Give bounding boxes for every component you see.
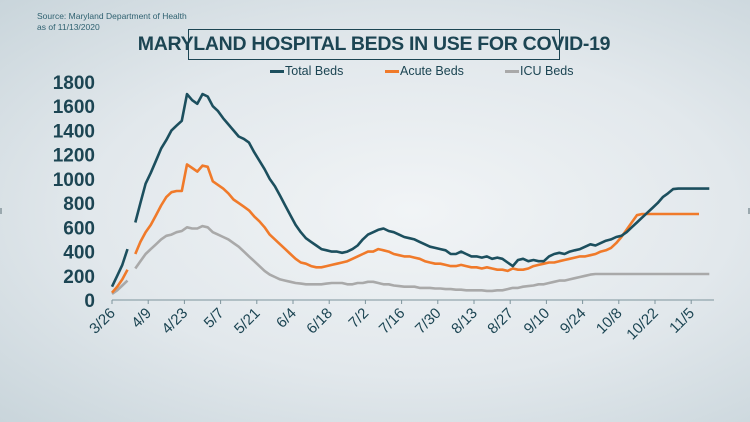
series-line-total-beds (110, 248, 129, 288)
x-tick-label: 6/4 (273, 305, 300, 332)
series-line-acute-beds (134, 163, 699, 273)
x-tick-label: 5/21 (231, 305, 264, 338)
legend-label-total: Total Beds (285, 64, 344, 78)
y-tick-label: 1000 (53, 170, 95, 191)
as-of-date: as of 11/13/2020 (37, 22, 100, 32)
legend-item-icu: ICU Beds (505, 64, 574, 78)
legend-swatch-acute (385, 69, 399, 73)
x-tick-label: 10/22 (623, 305, 662, 344)
legend-item-acute: Acute Beds (385, 64, 464, 78)
y-tick-label: 200 (63, 267, 95, 288)
x-tick-label: 4/23 (159, 305, 192, 338)
x-tick-label: 8/13 (448, 305, 481, 338)
x-tick-label: 10/8 (593, 305, 626, 338)
right-edge-marker (748, 208, 750, 214)
y-tick-label: 400 (63, 243, 95, 264)
series-line-total-beds (134, 92, 710, 268)
source-line: Source: Maryland Department of Health (37, 11, 187, 21)
x-tick-label: 4/9 (128, 305, 155, 332)
x-tick-label: 11/5 (666, 305, 698, 337)
legend-label-icu: ICU Beds (520, 64, 574, 78)
x-tick-label: 9/24 (557, 305, 590, 338)
legend-swatch-icu (505, 69, 519, 73)
series-line-acute-beds (111, 269, 129, 294)
y-tick-label: 1200 (53, 146, 95, 167)
left-edge-marker (0, 208, 2, 214)
y-tick-label: 1800 (53, 73, 95, 94)
x-tick-label: 7/2 (345, 305, 372, 332)
x-tick-label: 6/18 (303, 305, 336, 338)
y-tick-label: 600 (63, 218, 95, 239)
y-tick-label: 800 (63, 194, 95, 215)
series-line-icu-beds (134, 224, 710, 293)
x-tick-label: 7/30 (412, 305, 445, 338)
legend-label-acute: Acute Beds (400, 64, 464, 78)
x-tick-label: 5/7 (201, 305, 228, 332)
x-tick-label: 8/27 (484, 305, 517, 338)
x-tick-label: 7/16 (376, 305, 409, 338)
legend-item-total: Total Beds (270, 64, 343, 78)
x-tick-label: 9/10 (521, 305, 554, 338)
series-line-icu-beds (111, 279, 129, 295)
y-tick-label: 1600 (53, 97, 95, 118)
y-tick-label: 1400 (53, 121, 95, 142)
source-note: Source: Maryland Department of Health as… (37, 11, 187, 33)
chart-title: MARYLAND HOSPITAL BEDS IN USE FOR COVID-… (138, 29, 611, 60)
y-tick-label: 0 (84, 291, 95, 312)
legend-swatch-total (270, 69, 284, 73)
